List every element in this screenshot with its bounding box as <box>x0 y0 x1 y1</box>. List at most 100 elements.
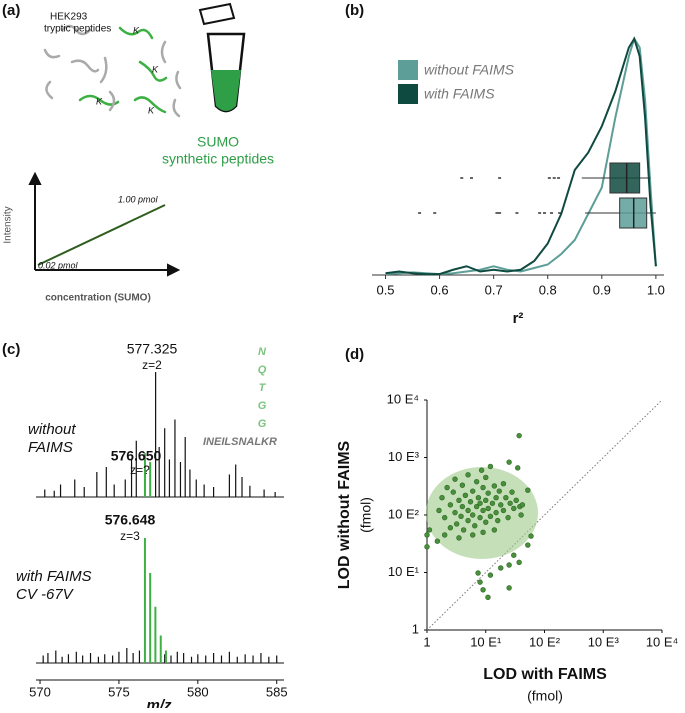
point <box>496 488 502 494</box>
point <box>465 517 471 524</box>
x-tick-label: 0.9 <box>593 282 611 297</box>
point <box>516 559 522 566</box>
point <box>498 565 504 571</box>
point <box>475 570 481 576</box>
point <box>460 527 467 533</box>
x-tick-label: 10 E⁴ <box>646 634 678 649</box>
point <box>447 502 454 508</box>
y-tick-label: 10 E¹ <box>388 564 420 579</box>
point <box>491 483 498 489</box>
peak-label: 577.325 <box>127 341 178 357</box>
x-tick-label: 585 <box>266 684 288 699</box>
point <box>516 432 522 439</box>
x-tick-label: 10 E² <box>529 634 561 649</box>
point <box>459 503 466 510</box>
point <box>500 481 507 487</box>
tube <box>198 2 246 113</box>
box <box>609 162 641 194</box>
point <box>439 494 445 501</box>
lysine-mark: K <box>152 64 159 74</box>
sample-label: HEK293 <box>50 12 88 23</box>
point <box>515 465 521 471</box>
point <box>525 487 531 493</box>
y-tick-label: 10 E² <box>388 506 420 521</box>
point <box>450 489 456 495</box>
point <box>424 544 430 550</box>
point <box>459 482 466 488</box>
point <box>477 514 483 521</box>
point <box>453 521 460 527</box>
point <box>456 535 462 541</box>
point <box>505 514 511 521</box>
point <box>477 500 483 506</box>
peptide-sequence: INEILSNALKR <box>203 436 277 448</box>
legend-swatch <box>398 84 418 104</box>
point <box>483 474 489 481</box>
peptide-branch: G <box>258 418 267 430</box>
point <box>485 594 491 601</box>
peak-label: 576.650 <box>111 448 162 464</box>
x-tick-label: 10 E³ <box>588 634 620 649</box>
x-axis-label: r² <box>513 310 524 327</box>
peptide-branch: N <box>258 346 267 358</box>
annotation: 1.00 pmol <box>118 194 159 204</box>
point <box>441 532 448 538</box>
x-axis-label: LOD with FAIMS <box>483 666 607 683</box>
point <box>518 512 524 518</box>
annotation: 0.02 pmol <box>38 260 79 270</box>
x-tick-label: 0.8 <box>539 282 557 297</box>
point <box>509 489 515 495</box>
point <box>480 587 486 593</box>
x-tick-label: 1.0 <box>647 282 665 297</box>
legend-label: without FAIMS <box>424 62 515 78</box>
point <box>473 478 480 485</box>
y-tick-label: 1 <box>412 621 419 636</box>
point <box>472 523 478 529</box>
point <box>465 507 471 514</box>
point <box>441 514 448 521</box>
x-tick-label: 0.5 <box>376 282 394 297</box>
point <box>487 463 494 470</box>
spectrum-label: with FAIMS <box>16 568 92 585</box>
point <box>447 525 454 531</box>
point <box>495 517 501 524</box>
point <box>525 542 531 548</box>
point <box>485 490 491 496</box>
x-tick-label: 0.7 <box>485 282 503 297</box>
y-axis-unit: (fmol) <box>358 497 374 533</box>
point <box>452 509 458 516</box>
point <box>477 579 483 585</box>
point <box>456 497 462 504</box>
point <box>470 488 476 494</box>
spectrum-label: CV -67V <box>16 586 75 603</box>
x-tick-label: 570 <box>29 684 51 699</box>
charge-label: z=3 <box>120 529 140 543</box>
point <box>458 513 464 519</box>
peptide-branch: T <box>259 382 267 394</box>
y-tick-label: 10 E³ <box>388 449 420 464</box>
point <box>528 533 534 539</box>
point <box>491 527 498 533</box>
calibration-sketch <box>28 171 181 277</box>
point <box>473 503 480 510</box>
axis-label: concentration (SUMO) <box>45 293 151 304</box>
point <box>424 532 430 538</box>
panel-label: (d) <box>345 346 364 363</box>
charge-label: z=? <box>130 463 150 477</box>
legend-swatch <box>398 60 418 80</box>
point <box>506 585 512 591</box>
y-tick-label: 10 E⁴ <box>387 391 419 406</box>
point <box>470 532 476 538</box>
x-axis-unit: (fmol) <box>527 688 563 704</box>
y-axis-label: LOD without FAIMS <box>336 440 353 589</box>
panel-label: (a) <box>2 2 20 19</box>
x-tick-label: 1 <box>423 634 430 649</box>
peak-label: 576.648 <box>105 512 156 528</box>
sample-label: tryptic peptides <box>44 24 111 35</box>
point <box>507 500 513 506</box>
axis-label: Intensity <box>3 206 14 243</box>
point <box>470 512 476 518</box>
point <box>503 494 509 501</box>
point <box>485 505 491 512</box>
point <box>434 538 441 544</box>
